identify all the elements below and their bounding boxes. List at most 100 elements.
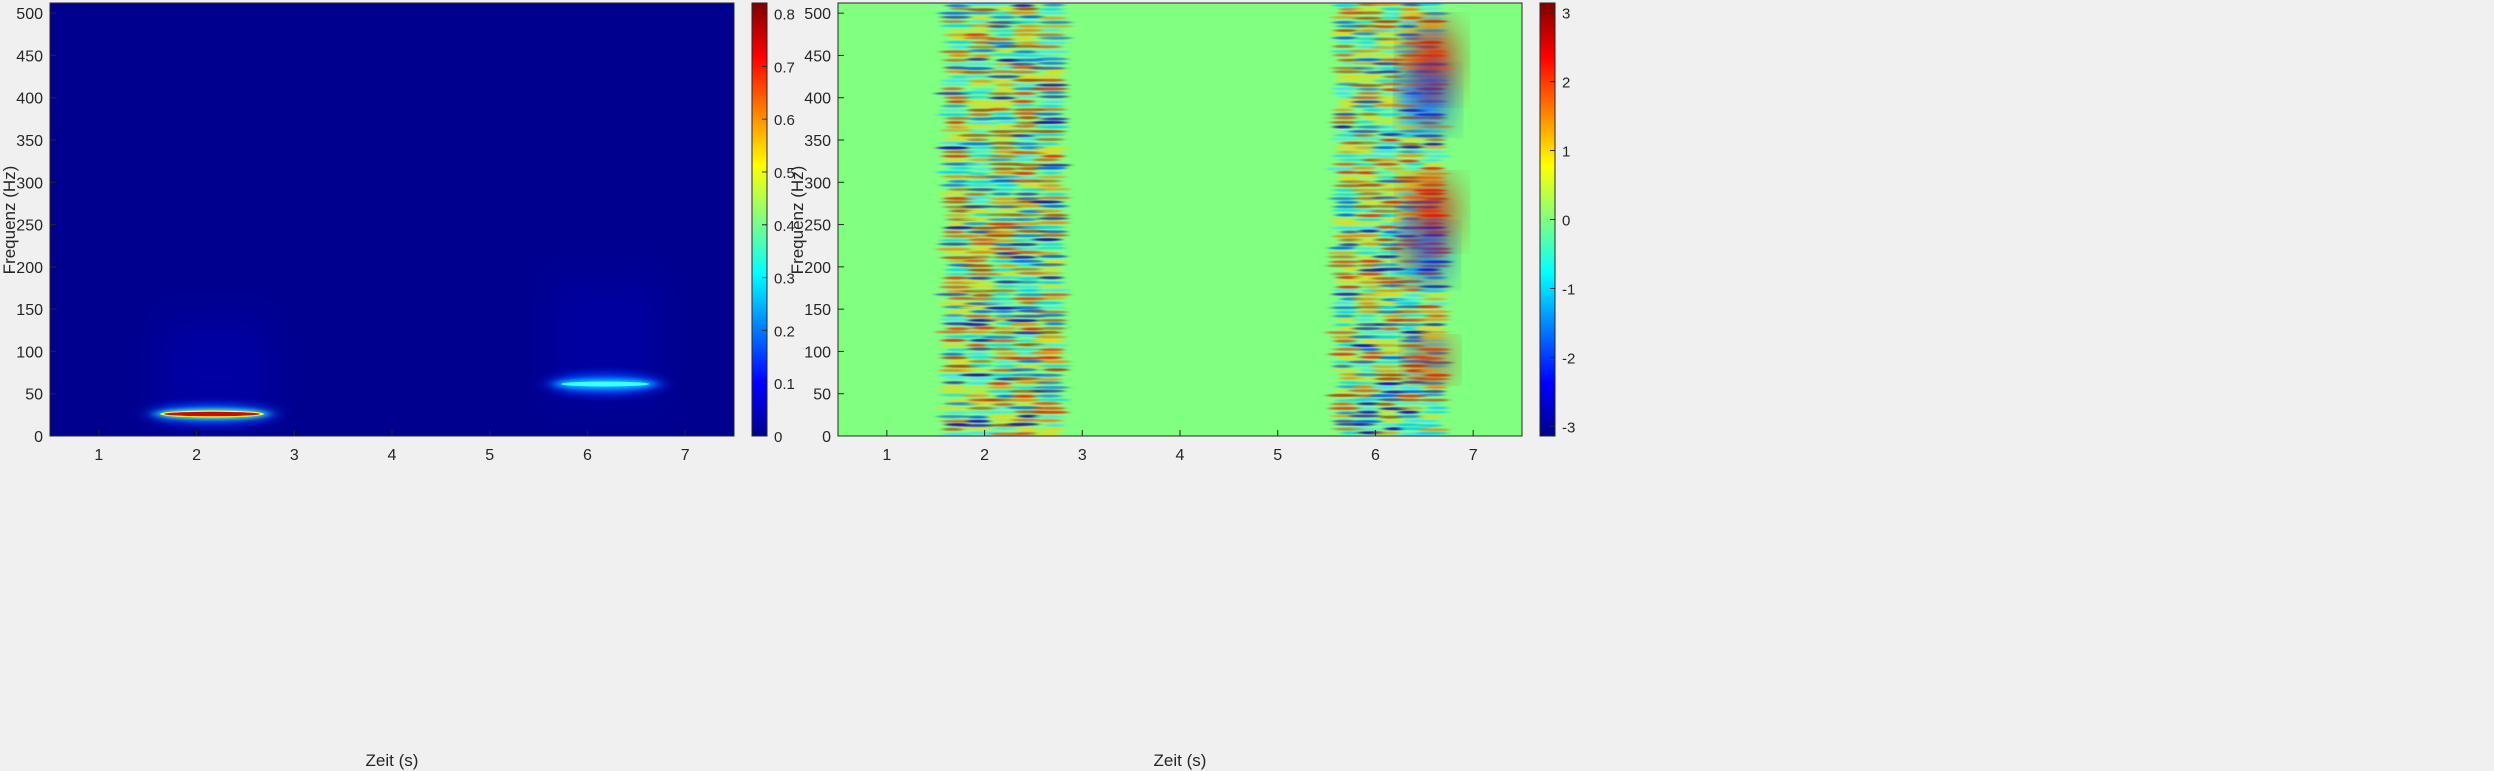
phase-stripe bbox=[1421, 12, 1450, 16]
phase-stripe bbox=[1416, 318, 1450, 322]
phase-stripe bbox=[1392, 298, 1423, 302]
phase-stripe bbox=[1356, 314, 1377, 318]
phase-stripe bbox=[960, 124, 995, 128]
phase-stripe bbox=[994, 314, 1018, 318]
phase-stripe bbox=[1377, 130, 1403, 134]
magnitude-xlabel: Zeit (s) bbox=[366, 751, 419, 770]
phase-stripe bbox=[1015, 24, 1041, 28]
phase-stripe bbox=[1420, 167, 1445, 170]
phase-stripe bbox=[1348, 389, 1382, 393]
phase-stripe bbox=[1010, 306, 1044, 310]
phase-xtick-label: 2 bbox=[980, 447, 989, 464]
phase-stripe bbox=[1008, 142, 1041, 146]
phase-stripe bbox=[1382, 167, 1406, 171]
phase-stripe bbox=[1338, 176, 1359, 180]
phase-stripe bbox=[949, 166, 973, 170]
phase-stripe bbox=[1395, 280, 1425, 283]
phase-stripe bbox=[939, 183, 969, 187]
phase-stripe bbox=[1333, 347, 1364, 351]
phase-stripe bbox=[958, 142, 996, 146]
phase-stripe bbox=[1399, 398, 1422, 402]
phase-stripe bbox=[959, 264, 995, 268]
phase-stripe bbox=[945, 376, 968, 380]
phase-stripe bbox=[968, 49, 999, 53]
phase-stripe bbox=[1038, 276, 1064, 280]
phase-stripe bbox=[1035, 138, 1065, 141]
phase-stripe bbox=[1038, 267, 1063, 271]
phase-stripe bbox=[1036, 381, 1063, 385]
phase-stripe bbox=[1037, 221, 1071, 225]
phase-stripe bbox=[1351, 8, 1383, 11]
phase-stripe bbox=[966, 250, 999, 254]
phase-stripe bbox=[1397, 24, 1418, 28]
phase-stripe bbox=[1008, 322, 1041, 326]
phase-colorbar-ticks: -3 -2 -1 0 1 2 3 bbox=[1550, 6, 1575, 436]
phase-stripe bbox=[1353, 146, 1379, 150]
phase-stripe bbox=[1372, 120, 1398, 124]
phase-stripe bbox=[966, 57, 990, 61]
phase-stripe bbox=[1377, 233, 1399, 237]
phase-stripe bbox=[967, 347, 994, 351]
phase-cbar-tick-label: -1 bbox=[1562, 281, 1575, 298]
phase-stripe bbox=[936, 415, 970, 419]
phase-stripe bbox=[1414, 134, 1444, 138]
phase-stripe bbox=[992, 403, 1016, 406]
phase-stripe bbox=[1011, 4, 1034, 8]
phase-stripe bbox=[1353, 247, 1384, 251]
phase-stripe bbox=[1336, 40, 1358, 44]
phase-stripe bbox=[996, 120, 1021, 124]
phase-stripe bbox=[1355, 11, 1385, 15]
phase-stripe bbox=[1351, 20, 1377, 24]
phase-stripe bbox=[1398, 142, 1422, 146]
phase-stripe bbox=[1032, 158, 1060, 162]
phase-stripe bbox=[1356, 272, 1386, 276]
magnitude-xtick-label: 2 bbox=[192, 447, 201, 464]
phase-xtick-label: 7 bbox=[1469, 447, 1478, 464]
phase-axes: 1 2 3 4 5 6 7 0 50 100 150 200 250 300 350 400 450 500 bbox=[804, 6, 1477, 464]
phase-stripe bbox=[968, 284, 1004, 288]
phase-stripe bbox=[1334, 29, 1358, 33]
phase-stripe bbox=[1348, 381, 1380, 385]
phase-stripe bbox=[1016, 116, 1041, 120]
phase-stripe bbox=[987, 25, 1012, 28]
phase-stripe bbox=[940, 20, 969, 24]
phase-stripe bbox=[1422, 297, 1446, 301]
phase-stripe bbox=[947, 45, 975, 49]
phase-stripe bbox=[988, 373, 1021, 377]
phase-stripe bbox=[987, 158, 1015, 162]
phase-stripe bbox=[1352, 427, 1384, 431]
phase-stripe bbox=[1009, 368, 1038, 372]
magnitude-cbar-tick-label: 0.3 bbox=[774, 271, 795, 288]
phase-stripe bbox=[1383, 348, 1406, 352]
phase-stripe bbox=[1033, 386, 1070, 389]
phase-stripe bbox=[1420, 125, 1454, 129]
phase-stripe bbox=[1352, 180, 1376, 184]
phase-stripe bbox=[941, 200, 975, 204]
phase-stripe bbox=[960, 183, 996, 187]
phase-stripe bbox=[1375, 225, 1398, 229]
phase-stripe bbox=[1334, 310, 1359, 314]
phase-stripe bbox=[1331, 87, 1363, 91]
phase-stripe bbox=[967, 385, 990, 389]
phase-stripe bbox=[1357, 407, 1379, 411]
phase-stripe bbox=[1036, 61, 1068, 65]
phase-stripe bbox=[1370, 3, 1402, 6]
phase-stripe bbox=[1012, 103, 1036, 107]
phase-stripe bbox=[1332, 419, 1356, 423]
phase-stripe bbox=[940, 24, 976, 28]
phase-stripe bbox=[1423, 16, 1443, 20]
phase-stripe bbox=[1395, 323, 1426, 327]
phase-stripe bbox=[991, 188, 1019, 192]
phase-stripe bbox=[942, 58, 970, 62]
phase-stripe bbox=[964, 121, 1001, 125]
phase-stripe bbox=[1041, 154, 1066, 158]
phase-stripe bbox=[1042, 3, 1065, 7]
phase-stripe bbox=[996, 264, 1020, 268]
phase-stripe bbox=[1328, 137, 1361, 141]
phase-stripe bbox=[1351, 297, 1380, 301]
magnitude-axes: 1 2 3 4 5 6 7 0 50 100 150 200 250 300 350 400 450 500 bbox=[16, 6, 689, 464]
phase-stripe bbox=[1038, 230, 1068, 234]
phase-stripe bbox=[1035, 108, 1067, 111]
phase-stripe bbox=[1416, 424, 1443, 428]
phase-stripe bbox=[1335, 280, 1365, 284]
